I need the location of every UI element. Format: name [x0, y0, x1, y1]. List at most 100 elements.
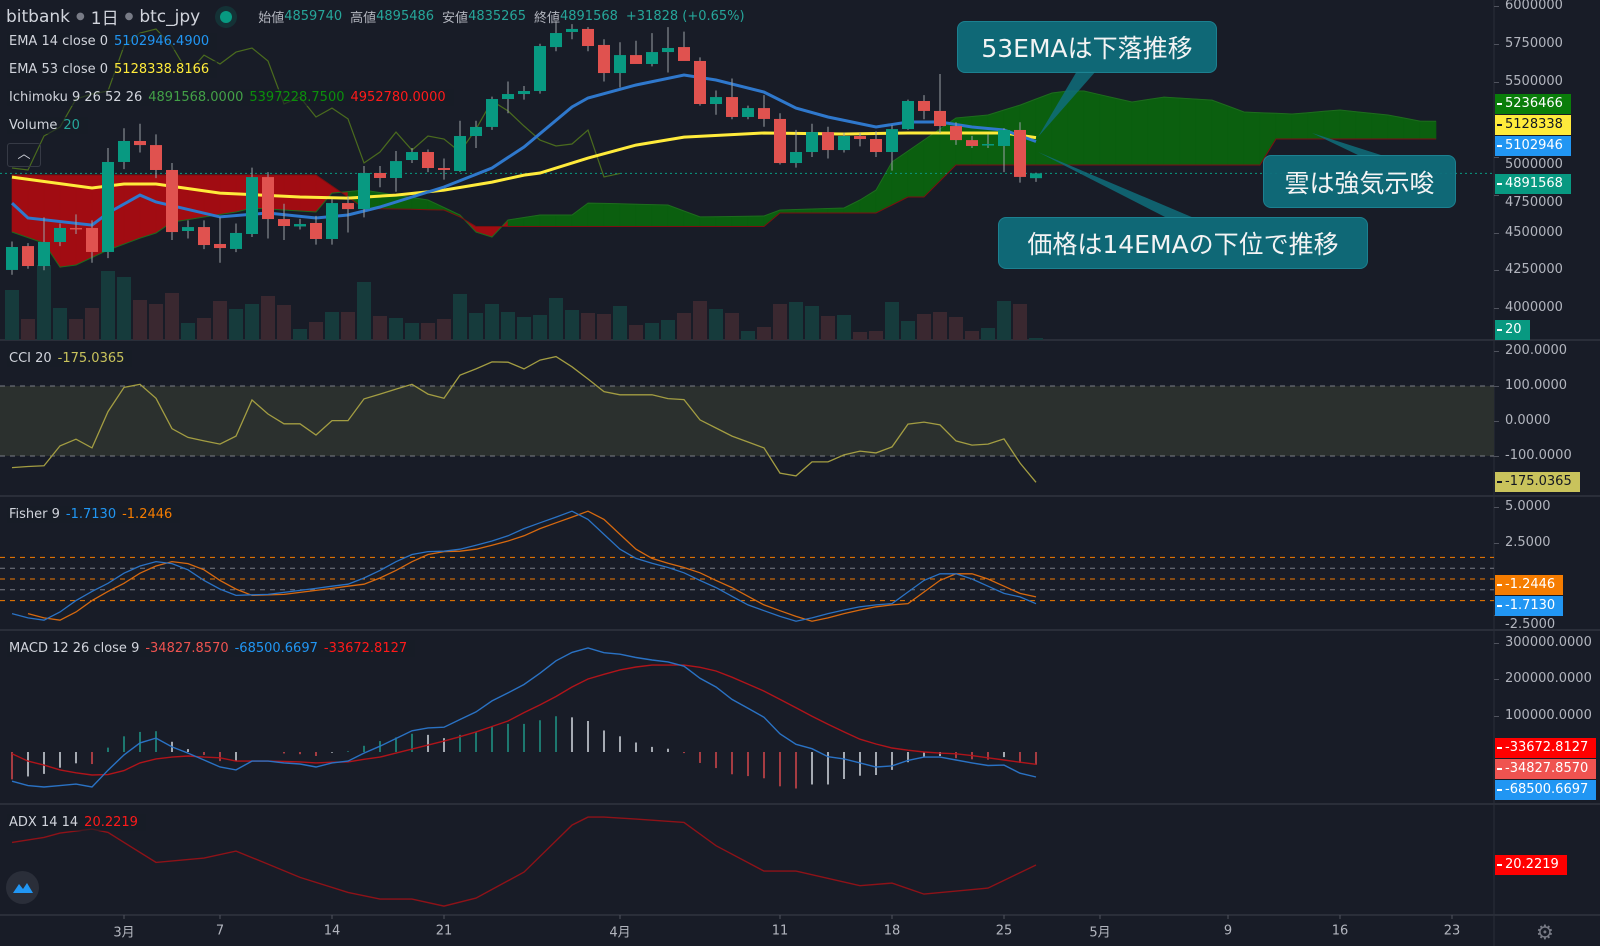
candle-body: [22, 246, 34, 267]
volume-bar: [5, 290, 19, 340]
candle-body: [374, 173, 386, 178]
candle: [86, 220, 98, 263]
legend-macd[interactable]: MACD 12 26 close 9 -34827.8570 -68500.6697…: [7, 640, 416, 657]
axis-label-price: 5500000: [1505, 73, 1563, 89]
axis-tick: [1494, 456, 1499, 457]
legend-volume[interactable]: Volume 20: [7, 117, 88, 134]
candle: [486, 96, 498, 130]
annotation-pointer: [1312, 133, 1384, 156]
volume-bar: [933, 312, 947, 340]
legend-value: 4952780.0000: [350, 90, 446, 105]
separator-dot: ●: [76, 11, 85, 22]
annotation-callout[interactable]: 雲は強気示唆: [1263, 155, 1456, 208]
candle: [150, 134, 162, 179]
ichimoku-cloud-segment: [1163, 96, 1181, 166]
candle-body: [598, 44, 610, 74]
volume-bar: [949, 317, 963, 340]
volume-bar: [229, 309, 243, 340]
legend-adx[interactable]: ADX 14 14 20.2219: [7, 814, 146, 831]
candle: [966, 135, 978, 148]
annotation-callout[interactable]: 53EMAは下落推移: [957, 21, 1217, 73]
adx-line: [11, 816, 1037, 907]
volume-bar: [581, 313, 595, 340]
time-axis-label: 18: [883, 923, 901, 939]
volume-bar: [533, 315, 547, 340]
volume-bar: [69, 319, 83, 340]
settings-gear-icon[interactable]: ⚙: [1536, 920, 1554, 944]
legend-ema14[interactable]: EMA 14 close 0 5102946.4900: [7, 33, 218, 50]
candle-body: [678, 47, 690, 61]
axis-tick: [1494, 386, 1499, 387]
collapse-legend-button[interactable]: ︿: [7, 143, 41, 167]
legend-ichimoku[interactable]: Ichimoku 9 26 52 26 4891568.0000 5397228.7…: [7, 89, 454, 106]
candle: [230, 223, 242, 253]
candle-body: [902, 100, 914, 130]
candle: [166, 163, 178, 241]
candle: [246, 167, 258, 238]
ichimoku-cloud-segment: [731, 215, 749, 227]
symbol-name[interactable]: btc_jpy: [139, 6, 201, 27]
time-axis-label: 23: [1443, 923, 1461, 939]
candle: [6, 241, 18, 275]
candle-body: [726, 97, 738, 117]
candle-body: [966, 140, 978, 146]
ichimoku-cloud-segment: [891, 150, 909, 206]
price-tag-cci: -175.0365: [1495, 472, 1580, 493]
candle: [470, 120, 482, 148]
annotation-callout[interactable]: 価格は14EMAの下位で推移: [998, 217, 1368, 269]
candle: [294, 218, 306, 230]
candle: [422, 149, 434, 173]
ichimoku-cloud-segment: [603, 203, 621, 227]
candle: [566, 24, 578, 40]
close-value: 4891568: [559, 9, 618, 24]
volume-bar: [821, 316, 835, 340]
legend-fisher[interactable]: Fisher 9 -1.7130 -1.2446: [7, 506, 181, 523]
volume-bar: [565, 310, 579, 340]
ichimoku-cloud-segment: [555, 214, 573, 227]
axis-tick: [1494, 679, 1499, 680]
legend-ema53[interactable]: EMA 53 close 0 5128338.8166: [7, 61, 218, 78]
tradingview-logo-icon[interactable]: [6, 871, 39, 904]
volume-bar: [613, 306, 627, 340]
legend-cci[interactable]: CCI 20 -175.0365: [7, 350, 133, 367]
volume-bar: [325, 312, 339, 340]
legend-title: MACD 12 26 close 9: [9, 641, 140, 656]
ichimoku-cloud-segment: [587, 202, 605, 227]
candle-body: [358, 173, 370, 210]
macd-line: [11, 647, 1037, 788]
axis-tick: [1494, 351, 1499, 352]
candle-body: [342, 203, 354, 210]
time-axis-label: 14: [323, 923, 341, 939]
candle-body: [934, 110, 946, 127]
candle: [630, 40, 642, 64]
ichimoku-cloud-segment: [1211, 99, 1229, 166]
fisher-line: [11, 510, 1037, 622]
candle: [550, 21, 562, 52]
volume-bar: [21, 319, 35, 340]
candle-body: [246, 177, 258, 235]
volume-bar: [421, 323, 435, 340]
axis-label-macd: 300000.0000: [1505, 634, 1592, 650]
market-status-icon: [220, 10, 233, 23]
volume-bar: [1013, 304, 1027, 340]
candle: [774, 113, 786, 165]
interval-label[interactable]: 1日: [90, 9, 119, 29]
high-label: 高値: [350, 11, 377, 26]
ichimoku-cloud-segment: [27, 174, 45, 244]
candle-body: [1014, 129, 1026, 177]
candle-body: [422, 152, 434, 169]
candle: [934, 73, 946, 133]
candle: [758, 95, 770, 127]
candle: [182, 220, 194, 239]
low-value: 4835265: [468, 9, 526, 24]
axis-label-cci: 200.0000: [1505, 343, 1568, 358]
candle: [806, 123, 818, 157]
candle: [310, 215, 322, 245]
time-axis-label: 21: [435, 923, 453, 939]
time-axis-label: 11: [771, 923, 789, 939]
candle-body: [166, 169, 178, 233]
legend-title: ADX 14 14: [9, 815, 79, 830]
candle: [662, 27, 674, 73]
ichimoku-cloud-segment: [1355, 111, 1373, 140]
